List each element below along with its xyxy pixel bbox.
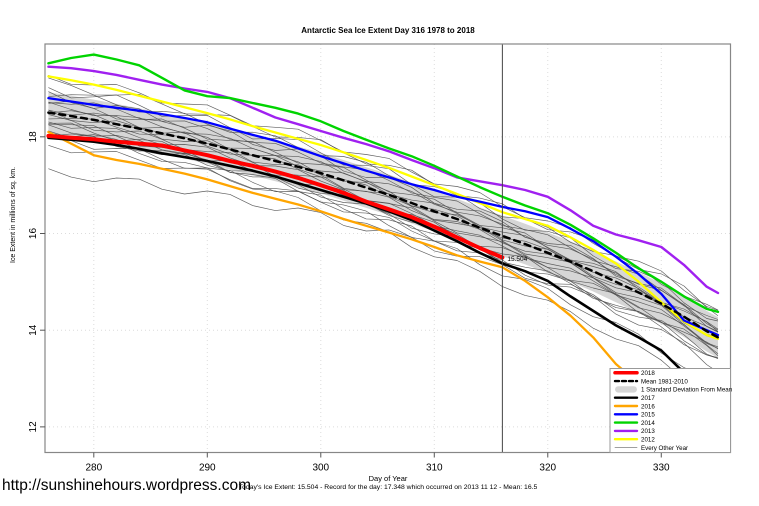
plot-border xyxy=(44,43,732,454)
legend-item: Every Other Year xyxy=(614,445,688,452)
every-other-year-line xyxy=(48,124,719,349)
every-other-year-line xyxy=(48,132,719,359)
legend-label: Mean 1981-2010 xyxy=(641,378,688,385)
y-axis-label: Ice Extent in millions of sq. km. xyxy=(10,167,17,263)
series-line-2016 xyxy=(47,130,720,441)
series-line-mean-1981-2010 xyxy=(47,111,720,339)
plot-area: 15.504 280 290 300 310 320 330 12 14 16 18 2018Mean… xyxy=(28,43,733,474)
series-line-2013 xyxy=(47,65,720,295)
every-other-year-line xyxy=(48,101,719,331)
series-line-2015 xyxy=(47,96,720,337)
source-url: http://sunshinehours.wordpress.com xyxy=(2,477,251,494)
legend-label: 2016 xyxy=(641,403,655,410)
every-other-year-line xyxy=(48,133,719,350)
legend-item: 2015 xyxy=(613,412,655,419)
legend-swatch xyxy=(615,386,637,393)
x-tick-label: 320 xyxy=(539,463,556,474)
y-tick-label: 14 xyxy=(28,324,39,336)
x-tick-label: 300 xyxy=(312,463,329,474)
every-other-year-line xyxy=(48,118,719,332)
today-value-annotation: 15.504 xyxy=(507,256,527,263)
series-line-2012 xyxy=(47,75,720,341)
legend-item: 2018 xyxy=(613,370,655,377)
legend-item: 2012 xyxy=(613,437,655,444)
every-other-year-line xyxy=(48,110,719,330)
legend-item: 2016 xyxy=(613,403,655,410)
y-tick-label: 12 xyxy=(28,421,39,433)
every-other-year-line xyxy=(48,102,719,320)
chart-title: Antarctic Sea Ice Extent Day 316 1978 to… xyxy=(301,26,475,35)
x-tick-label: 330 xyxy=(653,463,670,474)
series-line-2018 xyxy=(46,133,505,260)
stats-line: Today's Ice Extent: 15.504 - Record for … xyxy=(238,484,538,491)
y-tick-label: 18 xyxy=(28,131,39,143)
legend-label: 2015 xyxy=(641,412,655,419)
legend-item: 1 Standard Deviation From Mean xyxy=(615,386,733,394)
legend-label: 1 Standard Deviation From Mean xyxy=(641,387,733,394)
y-tick-label: 16 xyxy=(28,228,39,240)
every-other-year-line xyxy=(48,131,719,373)
x-tick-label: 290 xyxy=(199,463,216,474)
legend-label: 2012 xyxy=(641,437,655,444)
every-other-year-line xyxy=(48,168,719,359)
legend-label: 2013 xyxy=(641,428,655,435)
legend-label: Every Other Year xyxy=(641,445,688,452)
legend-item: 2013 xyxy=(613,428,655,435)
every-other-year-line xyxy=(48,100,719,332)
legend-label: 2017 xyxy=(641,395,655,402)
series-line-2014 xyxy=(47,53,720,313)
x-tick-label: 310 xyxy=(426,463,443,474)
x-tick-label: 280 xyxy=(85,463,102,474)
every-other-year-line xyxy=(48,122,719,356)
legend-label: 2018 xyxy=(641,370,655,377)
legend-item: 2017 xyxy=(613,395,655,402)
legend-label: 2014 xyxy=(641,420,655,427)
x-axis-label: Day of Year xyxy=(368,474,408,483)
legend-item: 2014 xyxy=(613,420,655,427)
legend-item: Mean 1981-2010 xyxy=(613,378,688,385)
